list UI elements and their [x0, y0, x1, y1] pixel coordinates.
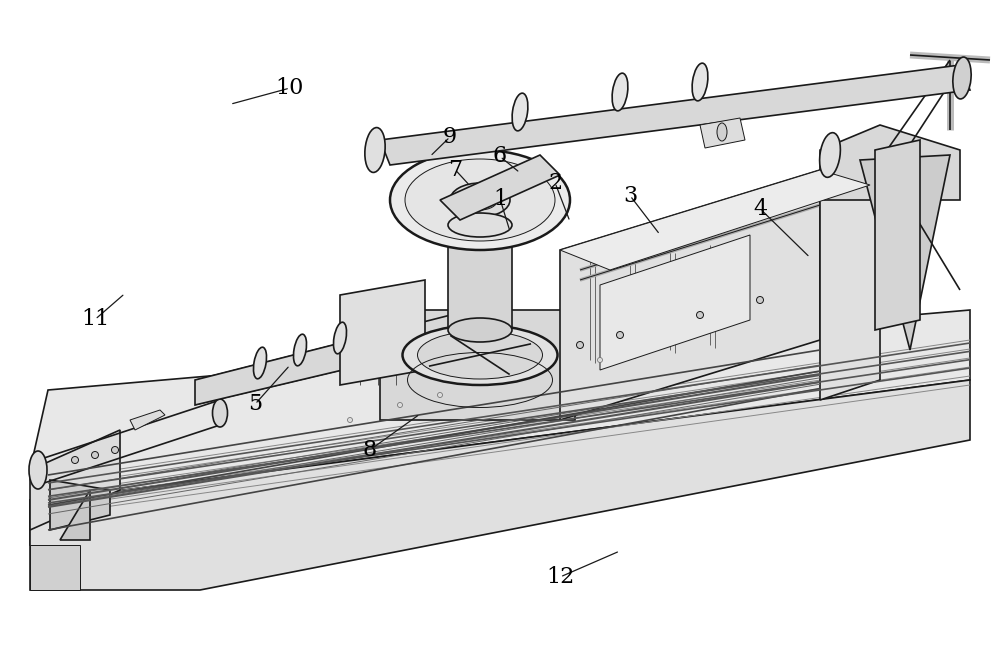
- Ellipse shape: [348, 417, 352, 422]
- Ellipse shape: [293, 334, 307, 366]
- Polygon shape: [600, 235, 750, 370]
- Polygon shape: [30, 310, 970, 500]
- Text: 3: 3: [623, 185, 637, 207]
- Polygon shape: [60, 490, 90, 540]
- Ellipse shape: [462, 190, 498, 210]
- Ellipse shape: [112, 447, 119, 454]
- Text: 5: 5: [248, 393, 262, 415]
- Ellipse shape: [29, 451, 47, 489]
- Ellipse shape: [498, 378, 503, 383]
- Text: 12: 12: [546, 566, 574, 588]
- Polygon shape: [560, 170, 870, 270]
- Text: 1: 1: [493, 188, 507, 210]
- Ellipse shape: [717, 123, 727, 141]
- Text: 4: 4: [753, 198, 767, 220]
- Polygon shape: [30, 380, 970, 590]
- Text: 7: 7: [448, 158, 462, 181]
- Ellipse shape: [398, 402, 402, 408]
- Polygon shape: [30, 545, 80, 590]
- Ellipse shape: [402, 325, 558, 385]
- Polygon shape: [820, 125, 960, 200]
- Ellipse shape: [365, 128, 385, 172]
- Polygon shape: [875, 140, 920, 330]
- Ellipse shape: [448, 318, 512, 342]
- Ellipse shape: [448, 213, 512, 237]
- Text: 2: 2: [548, 171, 562, 194]
- Ellipse shape: [576, 342, 584, 349]
- Ellipse shape: [92, 451, 98, 458]
- Ellipse shape: [418, 331, 542, 379]
- Ellipse shape: [612, 73, 628, 111]
- Polygon shape: [380, 65, 970, 165]
- Polygon shape: [30, 470, 48, 545]
- Polygon shape: [820, 150, 880, 400]
- Ellipse shape: [696, 312, 704, 318]
- Ellipse shape: [953, 57, 971, 99]
- Ellipse shape: [692, 63, 708, 101]
- Text: 9: 9: [443, 126, 457, 148]
- Text: 8: 8: [363, 439, 377, 461]
- Polygon shape: [440, 155, 560, 220]
- Ellipse shape: [333, 322, 347, 354]
- Ellipse shape: [757, 297, 764, 303]
- Polygon shape: [560, 170, 820, 420]
- Ellipse shape: [512, 93, 528, 131]
- Polygon shape: [130, 410, 165, 430]
- Polygon shape: [340, 280, 425, 385]
- Polygon shape: [860, 155, 950, 350]
- Polygon shape: [30, 500, 48, 545]
- Ellipse shape: [72, 456, 78, 464]
- Polygon shape: [380, 310, 575, 420]
- Text: 11: 11: [81, 308, 109, 331]
- Ellipse shape: [616, 331, 624, 338]
- Ellipse shape: [450, 183, 510, 217]
- Text: 6: 6: [493, 145, 507, 168]
- Ellipse shape: [598, 357, 602, 363]
- Polygon shape: [448, 220, 512, 330]
- Ellipse shape: [820, 132, 840, 177]
- Text: 10: 10: [276, 77, 304, 99]
- Polygon shape: [30, 430, 120, 530]
- Polygon shape: [50, 480, 110, 530]
- Polygon shape: [195, 305, 490, 405]
- Ellipse shape: [212, 399, 228, 427]
- Polygon shape: [700, 118, 745, 148]
- Ellipse shape: [253, 348, 267, 379]
- Ellipse shape: [405, 159, 555, 241]
- Ellipse shape: [438, 393, 442, 398]
- Ellipse shape: [390, 150, 570, 250]
